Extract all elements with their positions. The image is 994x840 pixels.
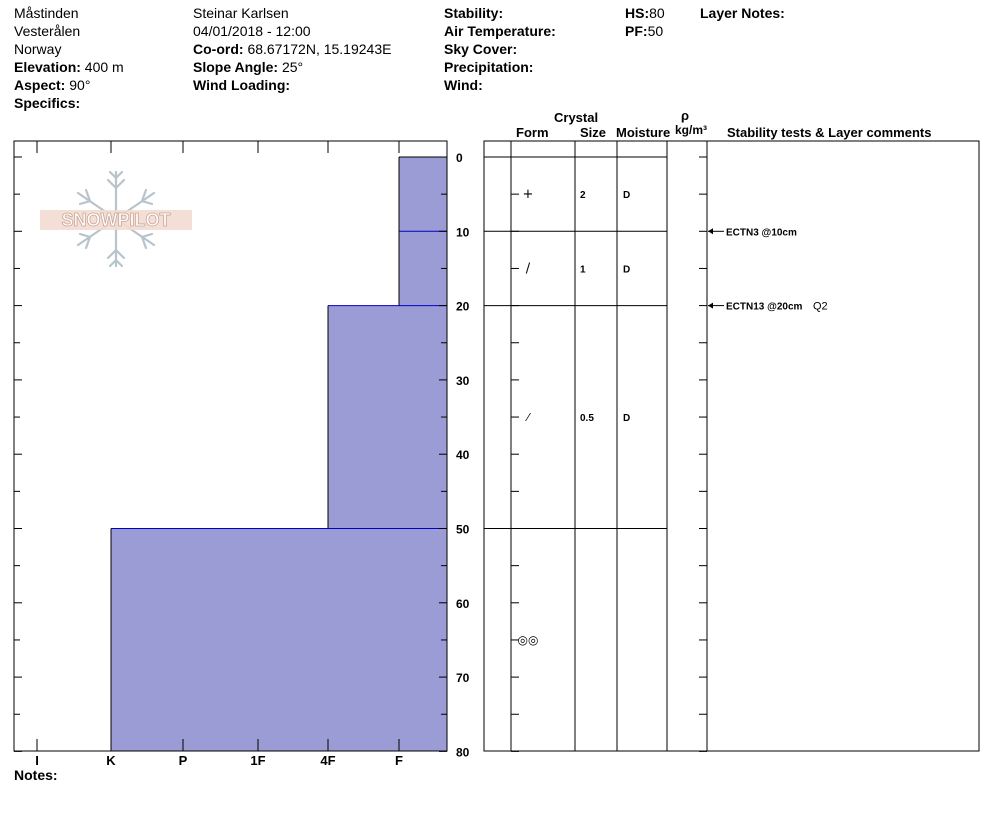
slope-field: Slope Angle: 25° bbox=[193, 58, 303, 76]
snowpilot-logo: SNOWPILOT bbox=[40, 170, 192, 268]
air-temperature-label: Air Temperature: bbox=[444, 23, 556, 39]
depth-tick-label: 20 bbox=[456, 300, 470, 314]
grain-size-value: 0.5 bbox=[580, 413, 594, 424]
hardness-tick-label: 4F bbox=[320, 753, 335, 768]
hardness-bar bbox=[328, 305, 447, 529]
layer-table-frame bbox=[483, 140, 980, 752]
logo-text: SNOWPILOT bbox=[62, 210, 171, 230]
stability-test-arrow bbox=[708, 228, 713, 235]
grain-size-value: 1 bbox=[580, 264, 586, 275]
aspect-value: 90° bbox=[69, 77, 91, 93]
elevation-value: 400 m bbox=[84, 59, 124, 75]
size-header: Size bbox=[580, 125, 607, 140]
depth-tick-label: 40 bbox=[456, 448, 470, 462]
depth-tick-label: 80 bbox=[456, 745, 470, 759]
form-header: Form bbox=[516, 125, 549, 140]
specifics-label: Specifics: bbox=[14, 95, 81, 111]
depth-tick-label: 10 bbox=[456, 225, 470, 239]
observation-datetime: 04/01/2018 - 12:00 bbox=[193, 23, 311, 39]
comments-header: Stability tests & Layer comments bbox=[727, 125, 932, 140]
moisture-header: Moisture bbox=[616, 125, 671, 140]
hs-label: HS: bbox=[625, 5, 650, 21]
crystal-header: Crystal bbox=[554, 110, 599, 125]
location-name: Måstinden bbox=[14, 5, 79, 21]
hardness-bar bbox=[399, 157, 447, 232]
moisture-value: D bbox=[623, 413, 630, 424]
hardness-tick-label: K bbox=[106, 753, 116, 768]
wind-label: Wind: bbox=[444, 77, 483, 93]
coord-label: Co-ord: bbox=[193, 41, 244, 57]
precipitation-label: Precipitation: bbox=[444, 59, 534, 75]
stability-test-label: ECTN3 @10cm bbox=[726, 227, 797, 238]
stability-test-arrow bbox=[708, 302, 713, 309]
notes-label: Notes: bbox=[14, 767, 58, 783]
elevation-label: Elevation: bbox=[14, 59, 81, 75]
moisture-value: D bbox=[623, 190, 630, 201]
density-unit-header: kg/m³ bbox=[675, 123, 708, 137]
coord-value: 68.67172N, 15.19243E bbox=[247, 41, 392, 57]
stability-test-label: ECTN13 @20cm bbox=[726, 302, 803, 313]
hardness-bar bbox=[399, 231, 447, 306]
moisture-value: D bbox=[623, 264, 630, 275]
hardness-tick-label: I bbox=[35, 753, 39, 768]
stability-test-extra: Q2 bbox=[813, 301, 828, 313]
region-name: Vesterålen bbox=[14, 23, 81, 39]
grain-size-value: 2 bbox=[580, 190, 586, 201]
pf-field: PF:50 bbox=[625, 22, 663, 40]
wind-loading-label: Wind Loading: bbox=[193, 77, 291, 93]
sky-cover-label: Sky Cover: bbox=[444, 41, 518, 57]
depth-tick-label: 50 bbox=[456, 523, 470, 537]
rho-header: ρ bbox=[681, 108, 690, 123]
grain-form-symbol: + bbox=[523, 187, 534, 202]
grain-form-symbol: ⁄ bbox=[524, 411, 531, 424]
hardness-tick-label: P bbox=[179, 753, 188, 768]
slope-value: 25° bbox=[281, 59, 304, 75]
depth-tick-label: 30 bbox=[456, 374, 470, 388]
hardness-tick-label: 1F bbox=[250, 753, 265, 768]
hardness-frame bbox=[13, 140, 448, 752]
observer-name: Steinar Karlsen bbox=[193, 5, 289, 21]
depth-tick-label: 60 bbox=[456, 597, 470, 611]
grain-form-symbol: ◎◎ bbox=[518, 633, 539, 647]
aspect-field: Aspect: 90° bbox=[14, 76, 90, 94]
slope-label: Slope Angle: bbox=[193, 59, 279, 75]
country-name: Norway bbox=[14, 41, 62, 57]
elevation-field: Elevation: 400 m bbox=[14, 58, 124, 76]
coord-field: Co-ord: 68.67172N, 15.19243E bbox=[193, 40, 391, 58]
stability-label: Stability: bbox=[444, 5, 504, 21]
logo-band bbox=[40, 210, 192, 230]
hs-value: 80 bbox=[649, 5, 665, 21]
hs-field: HS:80 bbox=[625, 4, 665, 22]
depth-tick-label: 70 bbox=[456, 671, 470, 685]
grain-form-symbol: / bbox=[526, 261, 531, 276]
pf-label: PF: bbox=[625, 23, 648, 39]
depth-tick-label: 0 bbox=[456, 151, 463, 165]
layer-notes-label: Layer Notes: bbox=[700, 5, 785, 21]
hardness-tick-label: F bbox=[395, 753, 403, 768]
hardness-bar bbox=[111, 528, 447, 752]
aspect-label: Aspect: bbox=[14, 77, 66, 93]
pf-value: 50 bbox=[647, 23, 664, 39]
